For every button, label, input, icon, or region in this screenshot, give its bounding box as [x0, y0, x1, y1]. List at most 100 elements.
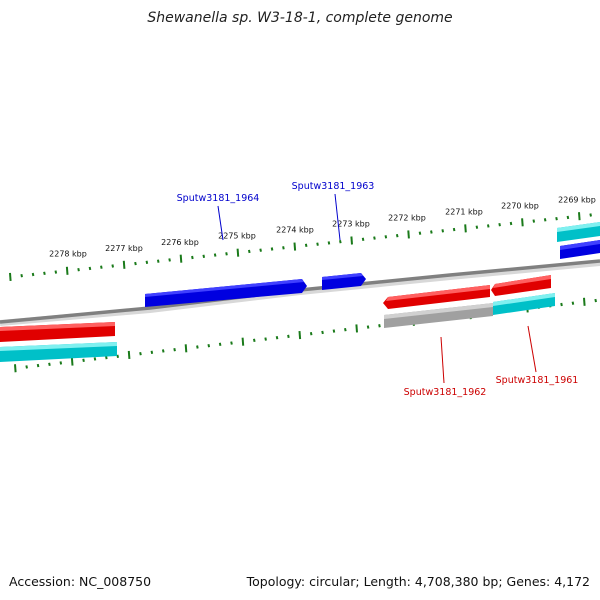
top-minor-tick [191, 255, 194, 260]
bottom-minor-tick [560, 302, 563, 307]
bottom-minor-tick [139, 351, 142, 356]
top-major-tick [578, 212, 581, 221]
top-major-tick [293, 242, 297, 251]
top-minor-tick [452, 227, 456, 232]
top-minor-tick [259, 248, 262, 252]
gray-track-1962-highlight [384, 303, 493, 319]
top-minor-tick [270, 247, 274, 251]
reverse-gene-left-highlight [0, 322, 115, 331]
top-minor-tick [134, 261, 137, 266]
scale-tick-label: 2272 kbp [388, 214, 426, 223]
accession-text: Accession: NC_008750 [9, 574, 152, 589]
top-minor-tick [384, 235, 388, 239]
top-minor-tick [589, 213, 592, 217]
bottom-minor-tick [571, 301, 575, 305]
bottom-minor-tick [218, 342, 222, 347]
top-scale-ticks [9, 212, 592, 282]
gene-label-1962[interactable]: Sputw3181_1962 [404, 387, 487, 398]
top-minor-tick [111, 264, 115, 268]
top-minor-tick [168, 258, 171, 262]
bottom-minor-tick [105, 355, 108, 360]
top-major-tick [65, 266, 69, 275]
bottom-minor-tick [332, 329, 336, 333]
top-major-tick [179, 254, 183, 263]
bottom-minor-tick [48, 362, 51, 366]
top-minor-tick [54, 270, 58, 274]
scale-tick-label: 2270 kbp [501, 202, 539, 211]
top-minor-tick [509, 221, 513, 226]
bottom-major-tick [127, 350, 131, 360]
forward-gene-1964-highlight [145, 279, 304, 297]
forward-gene-1964[interactable] [145, 279, 307, 307]
scale-tick-label: 2271 kbp [445, 207, 483, 216]
top-minor-tick [247, 249, 251, 254]
top-minor-tick [327, 241, 331, 245]
top-minor-tick [213, 253, 217, 257]
top-minor-tick [339, 240, 342, 244]
reverse-gene-1961-highlight [493, 275, 551, 288]
scale-tick-label: 2274 kbp [276, 226, 314, 235]
bottom-minor-tick [173, 347, 176, 352]
bottom-minor-tick [25, 365, 28, 369]
top-minor-tick [43, 271, 46, 275]
bottom-minor-tick [321, 330, 324, 335]
connector-1963 [334, 193, 341, 241]
bottom-minor-tick [161, 349, 165, 353]
scale-tick-label: 2278 kbp [49, 250, 87, 259]
top-minor-tick [498, 223, 501, 227]
top-minor-tick [430, 230, 433, 234]
bottom-minor-tick [378, 324, 381, 328]
bottom-minor-tick [150, 350, 154, 355]
top-minor-tick [566, 215, 570, 220]
bottom-minor-tick [309, 332, 313, 336]
scale-tick-label: 2269 kbp [558, 195, 596, 204]
forward-gene-right-highlight [560, 240, 600, 250]
bottom-minor-tick [93, 357, 97, 361]
bottom-minor-tick [287, 334, 290, 339]
connector-1964 [217, 205, 224, 241]
bottom-minor-tick [366, 325, 370, 329]
bottom-minor-tick [82, 358, 85, 362]
top-minor-tick [282, 246, 285, 250]
top-major-tick [350, 236, 353, 245]
top-minor-tick [418, 231, 422, 235]
reverse-gene-1962-highlight [386, 285, 490, 301]
top-minor-tick [225, 252, 228, 256]
top-minor-tick [475, 225, 479, 229]
bottom-minor-tick [196, 345, 199, 349]
bottom-minor-tick [230, 341, 233, 345]
cds-1961-highlight [493, 293, 555, 306]
connector-1962 [440, 336, 445, 384]
top-minor-tick [77, 267, 80, 272]
map-title: Shewanella sp. W3-18-1, complete genome [147, 10, 453, 26]
bottom-minor-tick [344, 328, 347, 332]
bottom-major-tick [583, 297, 586, 306]
gene-label-1961[interactable]: Sputw3181_1961 [496, 375, 579, 386]
gene-label-1963[interactable]: Sputw3181_1963 [292, 181, 375, 192]
bottom-minor-tick [116, 354, 120, 358]
top-minor-tick [145, 260, 149, 265]
bottom-major-tick [14, 364, 17, 373]
bottom-minor-tick [36, 363, 40, 368]
gene-label-1964[interactable]: Sputw3181_1964 [177, 193, 260, 204]
scale-tick-label: 2275 kbp [218, 232, 256, 241]
cds-right-highlight [557, 222, 600, 232]
top-minor-tick [156, 259, 160, 263]
top-minor-tick [88, 266, 92, 271]
scale-tick-label: 2277 kbp [105, 244, 143, 253]
genome-stats-text: Topology: circular; Length: 4,708,380 bp… [246, 574, 590, 589]
top-minor-tick [441, 229, 445, 233]
scale-tick-labels: 2278 kbp 2277 kbp 2276 kbp 2275 kbp 2274 kbp… [49, 195, 596, 258]
top-minor-tick [543, 218, 547, 222]
forward-gene-1963-highlight [322, 273, 363, 280]
top-major-tick [521, 218, 524, 227]
top-minor-tick [532, 219, 536, 223]
bottom-major-tick [70, 357, 74, 366]
bottom-minor-tick [264, 337, 267, 341]
top-minor-tick [304, 243, 308, 248]
top-major-tick [236, 248, 240, 257]
top-major-tick [9, 272, 12, 282]
bottom-minor-tick [275, 336, 279, 340]
top-minor-tick [31, 272, 35, 277]
top-minor-tick [20, 274, 23, 278]
